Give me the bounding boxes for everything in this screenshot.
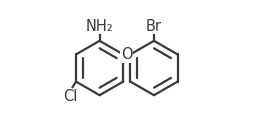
Text: Cl: Cl xyxy=(63,89,78,104)
Text: NH₂: NH₂ xyxy=(86,19,113,34)
Text: O: O xyxy=(121,47,133,62)
Text: Br: Br xyxy=(146,19,162,34)
